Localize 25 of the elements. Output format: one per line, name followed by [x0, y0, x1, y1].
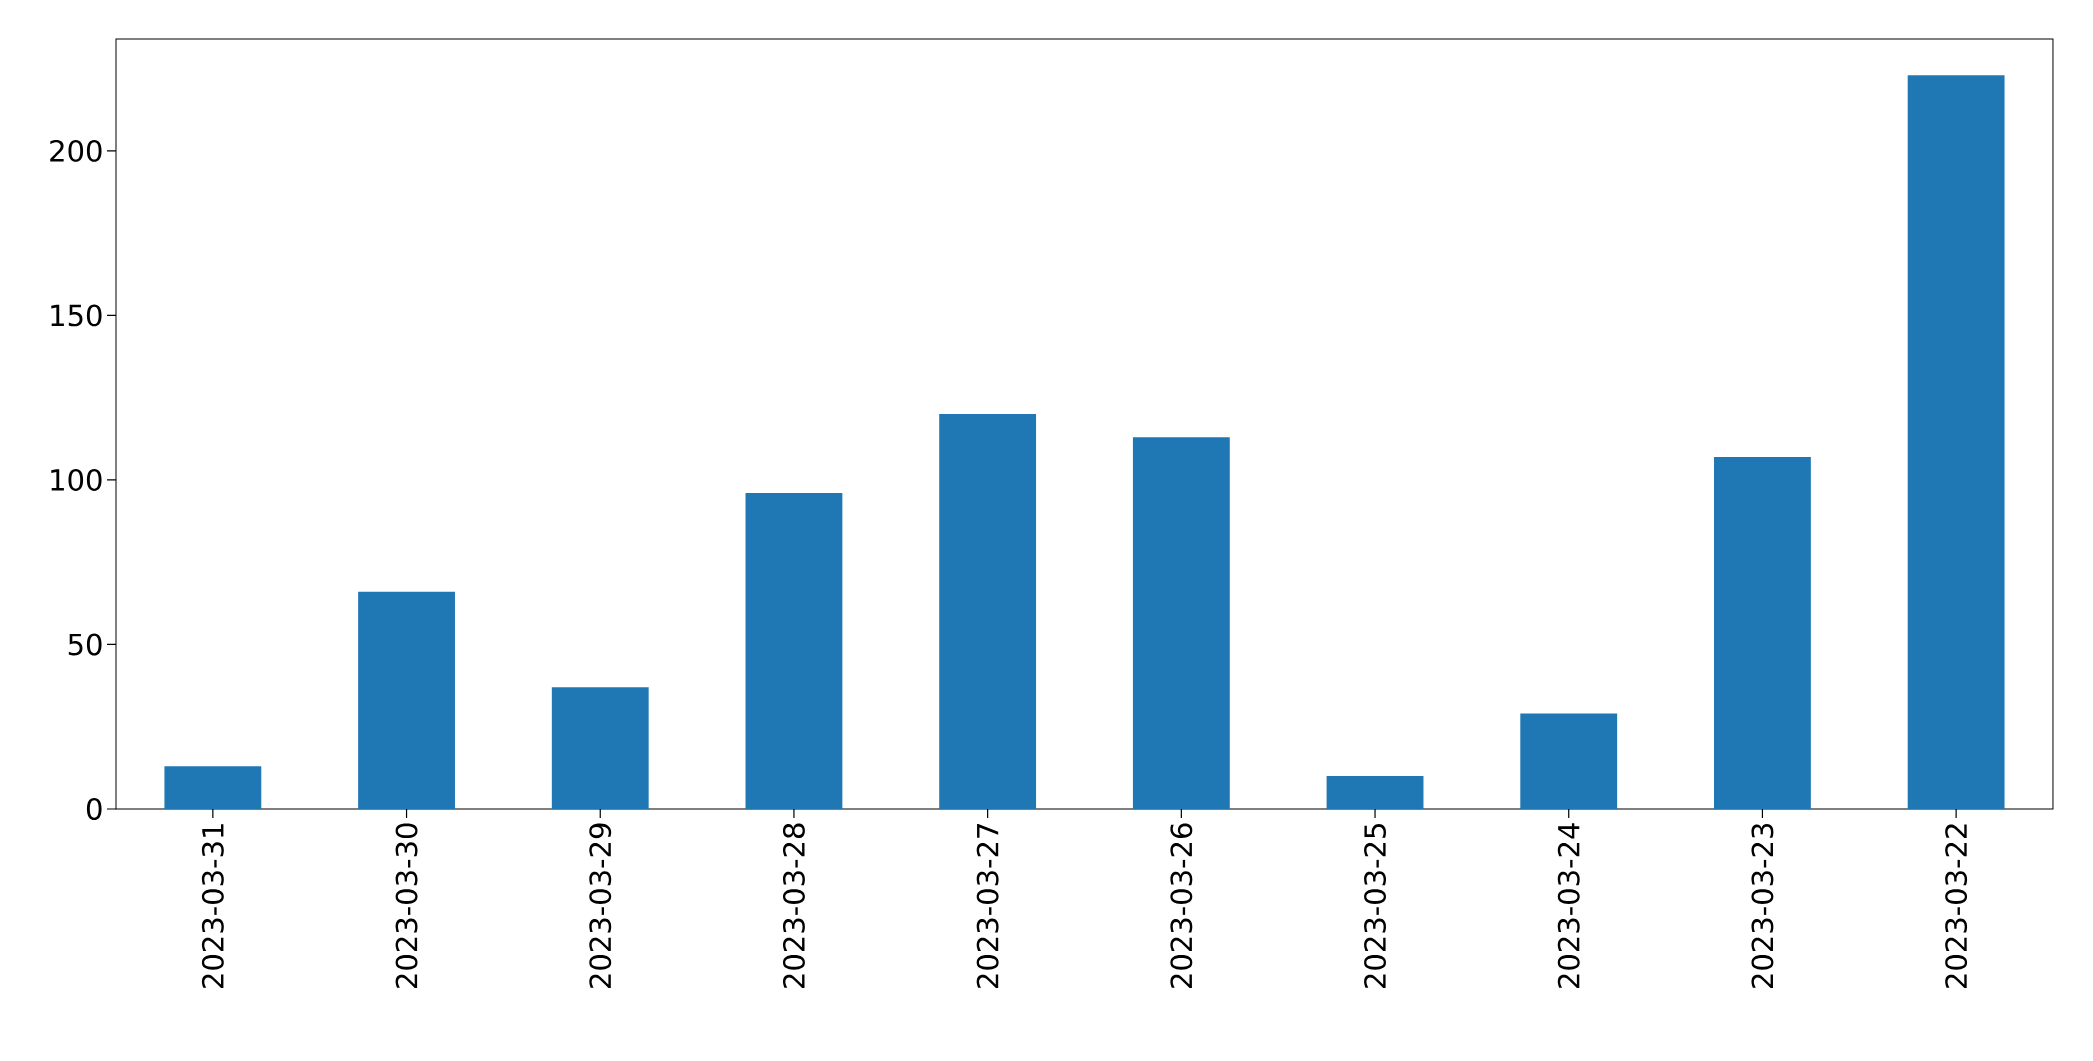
x-tick-label: 2023-03-31 — [201, 824, 224, 988]
y-tick-label: 0 — [86, 798, 102, 820]
bar — [1520, 713, 1618, 809]
y-tick-label: 200 — [50, 139, 102, 162]
bar — [1907, 75, 2005, 809]
x-tick-label: 2023-03-24 — [1557, 823, 1580, 988]
bar — [551, 687, 649, 809]
bar — [1132, 437, 1230, 809]
x-tick-label: 2023-03-23 — [1751, 823, 1774, 988]
x-tick-label: 2023-03-28 — [782, 823, 805, 988]
x-tick-label: 2023-03-26 — [1170, 823, 1193, 988]
bar — [745, 493, 843, 809]
y-tick-label: 100 — [51, 468, 102, 491]
bar — [164, 766, 262, 809]
bar — [1714, 456, 1811, 809]
x-tick-label: 2023-03-27 — [976, 824, 999, 988]
y-tick-label: 150 — [51, 304, 102, 327]
bar — [1326, 776, 1424, 809]
y-tick-label: 50 — [68, 633, 102, 656]
bar — [939, 414, 1037, 809]
x-tick-label: 2023-03-25 — [1364, 824, 1386, 988]
x-tick-label: 2023-03-30 — [395, 823, 418, 988]
bar — [358, 591, 455, 809]
x-tick-label: 2023-03-29 — [589, 823, 612, 988]
x-tick-label: 2023-03-22 — [1945, 824, 1968, 988]
